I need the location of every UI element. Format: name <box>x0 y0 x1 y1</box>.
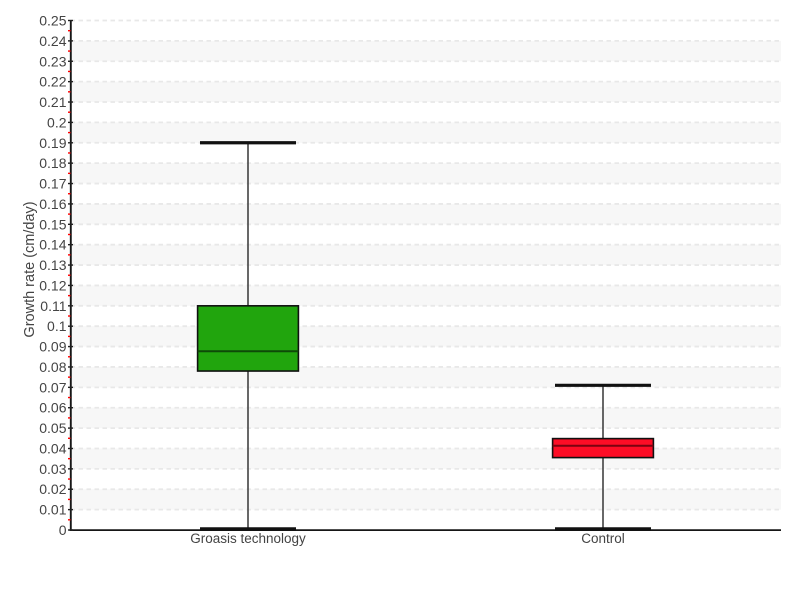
svg-text:0.08: 0.08 <box>39 359 66 375</box>
svg-text:0.12: 0.12 <box>39 277 66 293</box>
svg-text:0.18: 0.18 <box>39 155 66 171</box>
svg-text:0.2: 0.2 <box>47 114 67 130</box>
svg-text:0.23: 0.23 <box>39 53 66 69</box>
svg-text:0.19: 0.19 <box>39 135 66 151</box>
svg-text:0: 0 <box>59 522 67 538</box>
svg-text:0.05: 0.05 <box>39 420 66 436</box>
svg-text:0.14: 0.14 <box>39 237 66 253</box>
svg-text:Growth rate (cm/day): Growth rate (cm/day) <box>22 201 38 337</box>
svg-text:0.16: 0.16 <box>39 196 66 212</box>
svg-text:0.06: 0.06 <box>39 400 66 416</box>
svg-text:Control: Control <box>581 531 625 546</box>
svg-text:0.11: 0.11 <box>40 298 66 314</box>
svg-text:0.09: 0.09 <box>39 339 66 355</box>
svg-text:0.24: 0.24 <box>39 33 66 49</box>
svg-text:0.25: 0.25 <box>39 13 66 29</box>
svg-text:0.07: 0.07 <box>39 379 66 395</box>
svg-text:0.15: 0.15 <box>39 216 66 232</box>
svg-text:0.03: 0.03 <box>39 461 66 477</box>
svg-text:0.04: 0.04 <box>39 440 66 456</box>
svg-text:0.17: 0.17 <box>39 176 66 192</box>
svg-text:0.1: 0.1 <box>47 318 67 334</box>
svg-text:Groasis technology: Groasis technology <box>190 531 306 546</box>
svg-text:0.13: 0.13 <box>39 257 66 273</box>
svg-text:0.21: 0.21 <box>39 94 66 110</box>
svg-text:0.01: 0.01 <box>39 502 66 518</box>
svg-text:0.02: 0.02 <box>39 481 66 497</box>
svg-text:0.22: 0.22 <box>39 74 66 90</box>
